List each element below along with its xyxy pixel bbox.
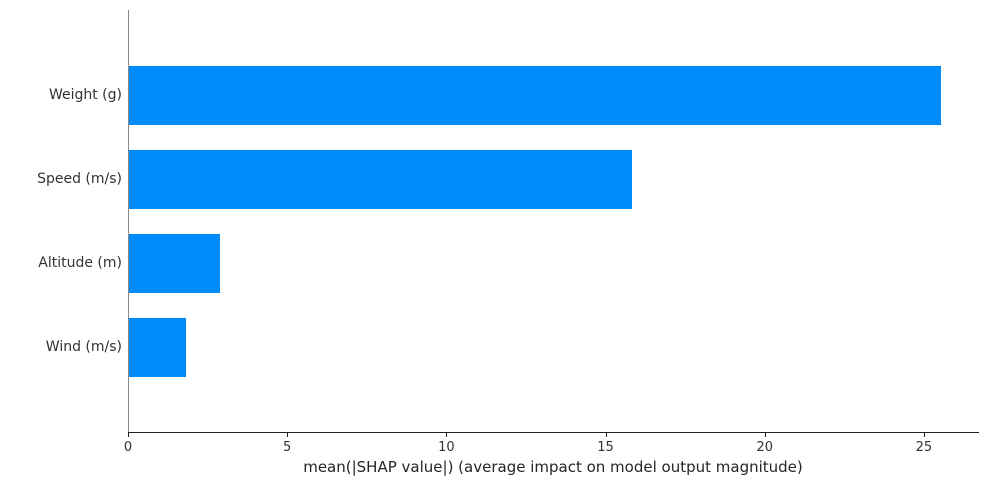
- x-tick-mark: [446, 433, 448, 437]
- x-tick-label: 15: [597, 440, 614, 455]
- x-tick-mark: [605, 433, 607, 437]
- bar-wind-m-s: [129, 317, 187, 377]
- x-tick-mark: [287, 433, 289, 437]
- y-tick-label: Wind (m/s): [45, 339, 122, 355]
- plot-area: [128, 10, 978, 432]
- x-axis-spine: [128, 432, 979, 433]
- bar-speed-m-s: [129, 149, 632, 209]
- y-tick-label: Weight (g): [48, 87, 122, 103]
- x-tick-mark: [923, 433, 925, 437]
- bar-weight-g: [129, 65, 941, 125]
- x-tick-label: 25: [915, 440, 933, 455]
- x-tick-label: 20: [756, 440, 773, 455]
- y-tick-label: Speed (m/s): [37, 171, 122, 187]
- y-tick-label: Altitude (m): [38, 255, 122, 271]
- x-tick-mark: [128, 433, 129, 437]
- x-tick-label: 5: [283, 440, 292, 455]
- x-tick-label: 10: [438, 440, 455, 455]
- bar-altitude-m: [129, 233, 220, 293]
- x-tick-mark: [764, 433, 766, 437]
- x-tick-label: 0: [123, 440, 133, 455]
- y-axis-spine: [128, 10, 129, 433]
- x-axis-label: mean(|SHAP value|) (average impact on mo…: [303, 458, 803, 476]
